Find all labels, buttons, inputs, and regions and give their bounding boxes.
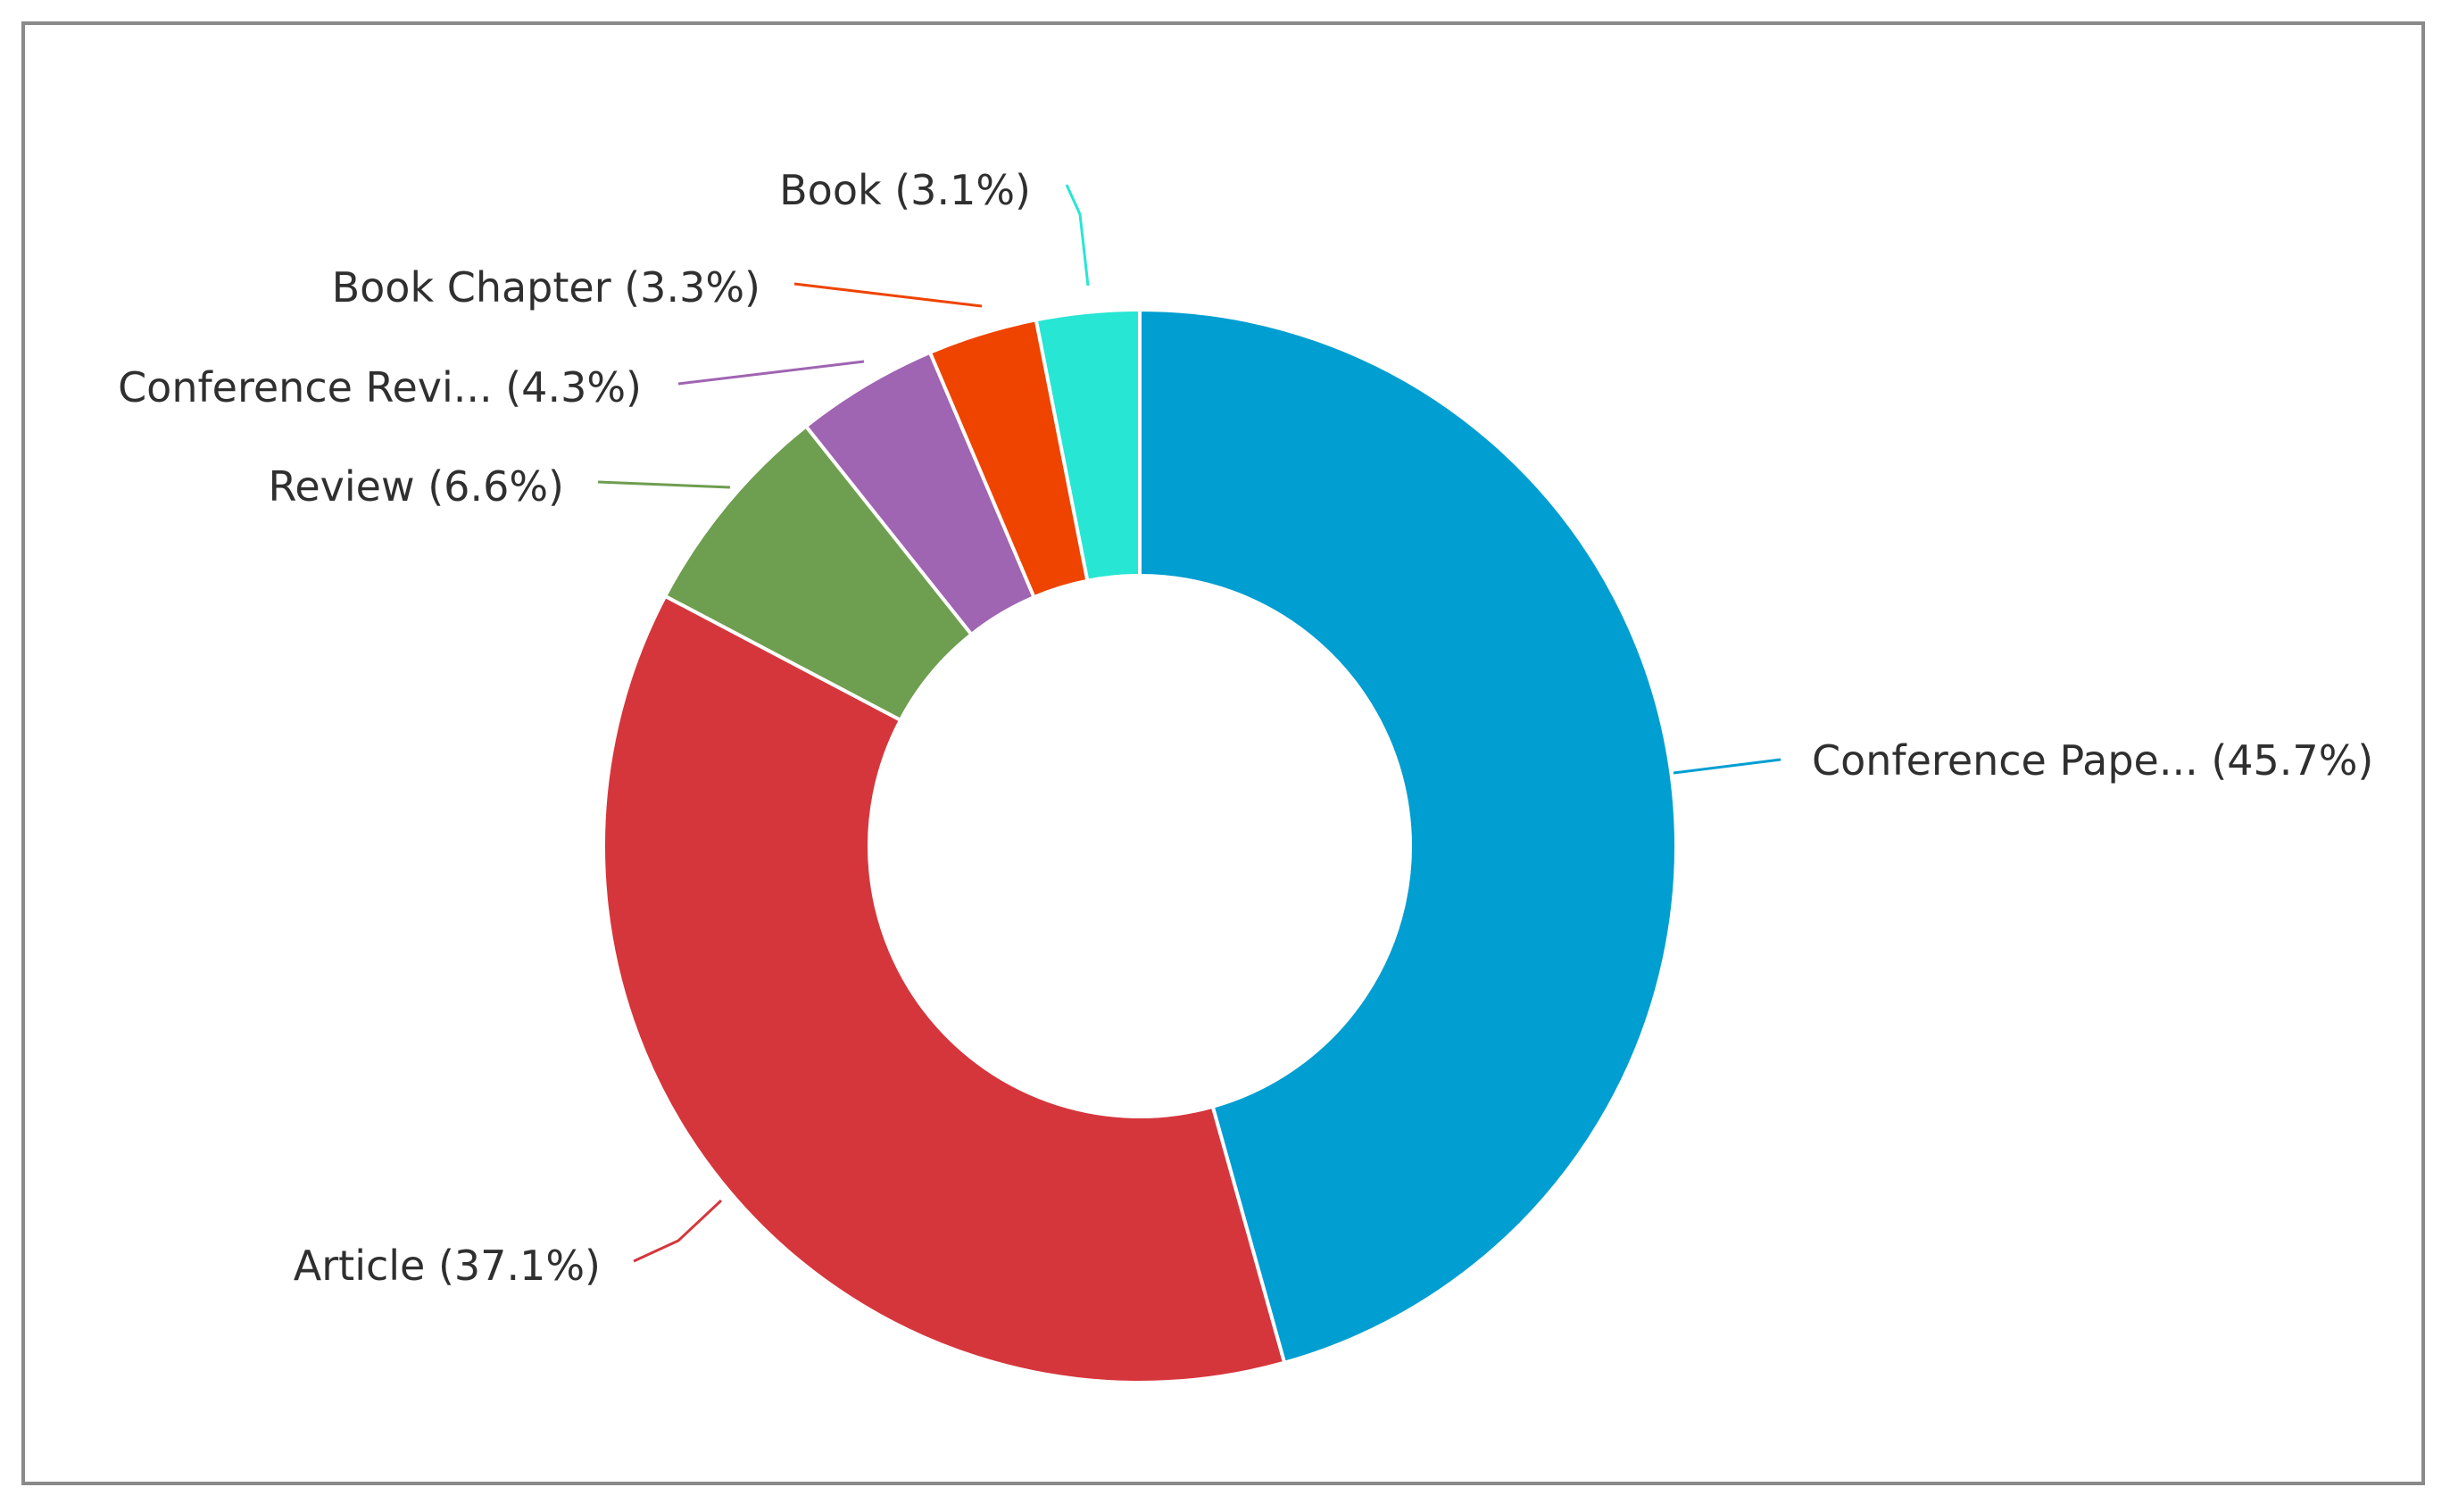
leader-line-book-chapter	[793, 282, 983, 308]
labels-group: Conference Pape... (45.7%) Article (37.1%…	[118, 166, 2373, 1290]
label-conference-pape: Conference Pape... (45.7%)	[1812, 736, 2373, 785]
slices-group	[602, 307, 1678, 1385]
label-conference-revi: Conference Revi... (4.3%)	[118, 363, 642, 411]
leader-line-book	[1065, 184, 1090, 287]
slice-article[interactable]	[602, 594, 1287, 1385]
slice-book[interactable]	[1034, 307, 1142, 584]
label-article: Article (37.1%)	[294, 1242, 601, 1290]
label-book: Book (3.1%)	[779, 166, 1031, 214]
leader-line-article	[633, 1199, 723, 1263]
slice-conference-pape[interactable]	[1138, 307, 1678, 1366]
leader-lines-group	[597, 184, 1781, 1263]
leader-line-conference-revi	[677, 360, 865, 386]
leader-line-conference-pape	[1673, 758, 1781, 775]
leader-line-review	[597, 480, 731, 489]
label-review: Review (6.6%)	[268, 462, 564, 511]
label-book-chapter: Book Chapter (3.3%)	[332, 263, 760, 312]
